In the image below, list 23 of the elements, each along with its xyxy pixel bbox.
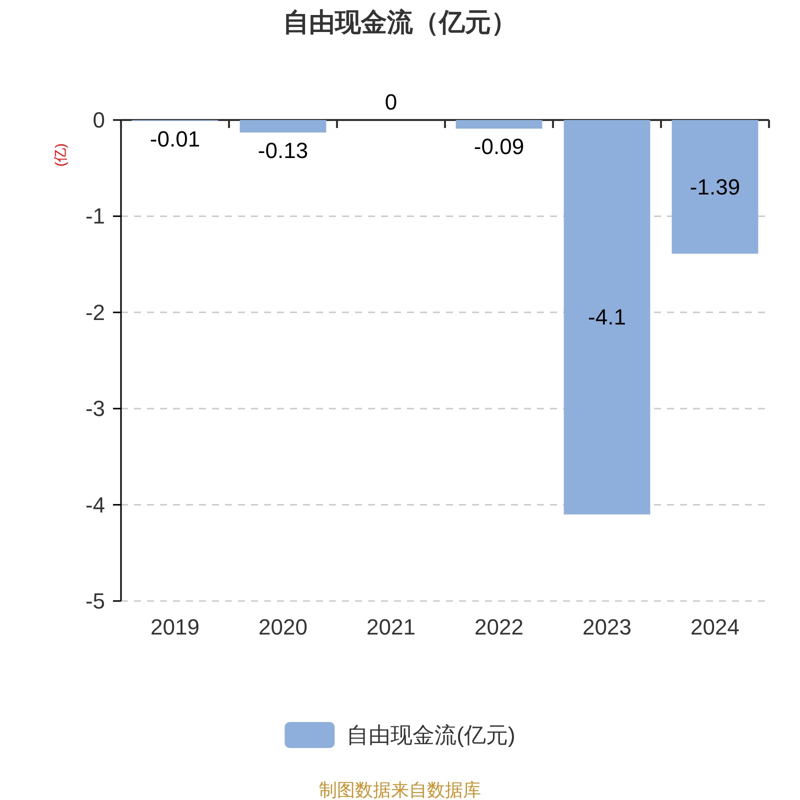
legend: 自由现金流(亿元)	[284, 722, 516, 748]
x-tick-label: 2024	[690, 614, 740, 640]
x-tick-label: 2020	[258, 614, 308, 640]
y-tick-label: -1	[85, 204, 105, 229]
x-tick-label: 2022	[474, 614, 524, 640]
text: 制图数据来自数据库	[319, 780, 481, 800]
legend-label: 自由现金流(亿元)	[346, 722, 516, 748]
y-tick-label: -3	[85, 396, 105, 422]
data-label: 0	[384, 90, 398, 114]
x-tick-label: 2023	[582, 614, 632, 640]
y-axis-title: (亿)	[52, 143, 68, 167]
chart-title: 自由现金流（亿元）	[283, 7, 517, 37]
data-label: -0.01	[150, 126, 200, 152]
x-tick-label: 2021	[366, 614, 416, 640]
data-label: -0.09	[474, 134, 524, 160]
data-label: -0.13	[258, 138, 308, 164]
x-tick-label: 2019	[150, 614, 200, 640]
y-tick-label: 0	[92, 108, 105, 132]
y-tick-label: -4	[85, 492, 105, 518]
data-label: -4.1	[588, 304, 626, 330]
y-tick-label: -2	[85, 300, 105, 325]
data-label: -1.39	[690, 174, 740, 200]
y-tick-label: -5	[85, 588, 105, 614]
